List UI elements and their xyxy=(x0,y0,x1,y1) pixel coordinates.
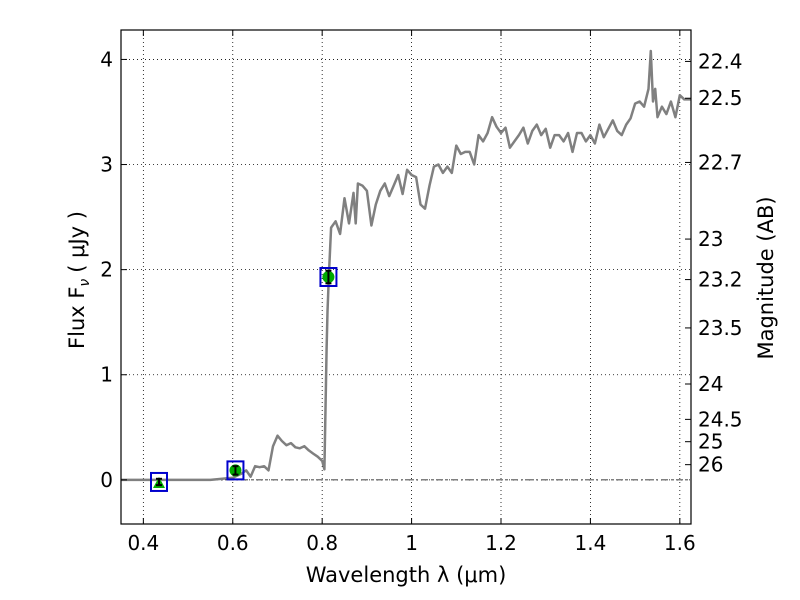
y-tick-label: 0 xyxy=(100,468,113,492)
y2-tick-label: 25 xyxy=(698,430,723,454)
y2-tick-label: 26 xyxy=(698,453,723,477)
y2-tick-label: 23.2 xyxy=(698,268,743,292)
x-axis-label: Wavelength λ (μm) xyxy=(306,563,507,587)
y2-tick-label: 22.5 xyxy=(698,86,743,110)
y-axis-label-unit: ( μJy ) xyxy=(65,211,89,273)
x-tick-label: 1.2 xyxy=(485,531,517,555)
x-tick-label: 1.4 xyxy=(575,531,607,555)
spectrum-line xyxy=(121,49,691,482)
y2-tick-label: 22.4 xyxy=(698,49,743,73)
y-tick-label: 4 xyxy=(100,47,113,71)
y-axis-label-sub: ν xyxy=(77,279,93,287)
y2-tick-label: 23 xyxy=(698,227,723,251)
x-tick-label: 0.6 xyxy=(217,531,249,555)
y2-tick-label: 23.5 xyxy=(698,316,743,340)
x-tick-label: 1.6 xyxy=(664,531,696,555)
photometry-box xyxy=(226,460,245,481)
y-axis-label-main: Flux F xyxy=(65,287,89,349)
y-axis-label: Flux Fν ( μJy ) xyxy=(65,211,93,349)
photometry-box xyxy=(319,267,338,287)
gridlines xyxy=(121,30,691,524)
plot-frame xyxy=(120,29,692,525)
y2-tick-label: 24.5 xyxy=(698,407,743,431)
y2-axis-label: Magnitude (AB) xyxy=(754,196,778,359)
y-tick-label: 1 xyxy=(100,363,113,387)
y-tick-label: 2 xyxy=(100,258,113,282)
y-axis-label-group: Flux Fν ( μJy ) xyxy=(65,211,93,349)
x-tick-label: 0.8 xyxy=(306,531,338,555)
photometry-box xyxy=(150,471,168,492)
y2-tick-label: 24 xyxy=(698,372,723,396)
x-tick-label: 0.4 xyxy=(127,531,159,555)
x-tick-label: 1 xyxy=(405,531,418,555)
y-tick-label: 3 xyxy=(100,153,113,177)
plot-area xyxy=(121,49,691,492)
y2-tick-label: 22.7 xyxy=(698,150,743,174)
